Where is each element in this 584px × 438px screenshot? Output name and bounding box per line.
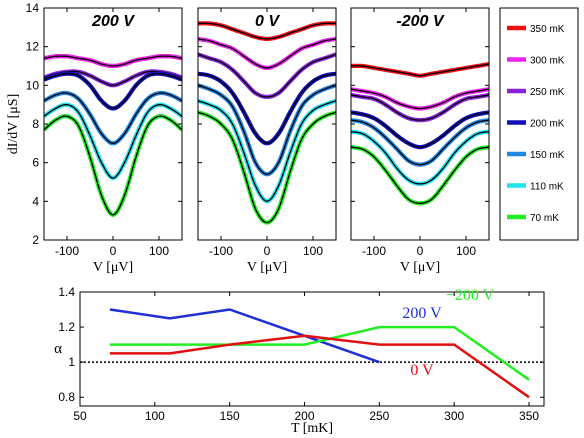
series-label: −200 V [446,287,495,304]
panel-title: 200 V [91,13,135,30]
x-tick-label: 0 [264,244,271,258]
x-tick-label: 50 [73,409,87,423]
panel-title: -200 V [396,13,444,30]
x-tick-label: 100 [303,244,323,258]
legend-label: 250 mK [530,87,565,98]
y-tick-label: 12 [26,40,40,54]
fit-line-3 [351,111,489,148]
fit-line-4 [198,84,336,175]
fit-line-5 [44,103,182,179]
series-line-1 [198,36,336,70]
series-line-6 [198,110,336,225]
fit-line-6 [44,115,182,216]
x-tick-label: 100 [149,244,169,258]
alpha-series-line [109,308,380,364]
fit-line-6 [198,111,336,224]
x-axis-label: V [μV] [400,260,440,275]
fit-line-0 [351,63,489,77]
fit-line-4 [351,119,489,166]
panel-alpha: 200 V−200 V 0 V 50 100 150 200 250 300 350 0.8 1 1.… [54,285,545,436]
legend-label: 150 mK [530,150,565,161]
legend-label: 70 mK [530,213,559,224]
series-label: 200 V [402,305,442,322]
fit-line-3 [44,73,182,110]
y-axis-label: α [54,341,62,357]
panel-2: -100 0 100 -200 V V [μV] [350,7,490,275]
fit-line-2 [198,53,336,98]
legend-label: 350 mK [530,24,565,35]
plot-frame [43,7,183,241]
x-tick-label: 300 [444,409,464,423]
alpha-series-line [109,325,530,381]
series-line-0 [351,62,489,78]
series-label: 0 V [410,362,434,379]
y-tick-label: 4 [32,194,39,208]
legend-label: 110 mK [530,182,564,193]
x-axis-label: V [μV] [247,260,287,275]
legend-label: 200 mK [530,119,565,130]
fit-line-5 [351,131,489,185]
x-tick-label: 100 [456,244,476,258]
x-tick-label: 0 [417,244,424,258]
x-tick-label: 0 [110,244,117,258]
y-tick-label: 1 [68,355,75,369]
fit-line-1 [351,88,489,110]
y-tick-label: 0.8 [58,390,75,404]
x-tick-label: 350 [519,409,539,423]
fit-line-6 [351,146,489,204]
series-line-6 [44,114,182,217]
fit-line-4 [44,92,182,144]
x-tick-label: 200 [295,409,315,423]
fit-line-2 [351,94,489,121]
plot-area [44,54,182,217]
panel-0: -100 0 100 2 4 6 8 10 12 14 200 V V [μV] dI/dV [μS] [6,1,183,275]
legend-label: 300 mK [530,56,565,67]
series-line-1 [44,54,182,69]
x-tick-label: -100 [55,244,79,258]
x-axis-label: V [μV] [93,260,133,275]
panel-title: 0 V [255,13,280,30]
fit-line-3 [198,73,336,144]
plot-frame [79,291,545,407]
y-tick-label: 14 [26,1,40,15]
y-tick-label: 1.4 [58,285,75,299]
x-tick-label: 150 [220,409,240,423]
panel-1: -100 0 100 0 V V [μV] [197,7,337,275]
x-tick-label: 100 [145,409,165,423]
y-tick-label: 1.2 [58,320,75,334]
fit-line-5 [198,100,336,202]
fit-line-1 [198,38,336,69]
fit-line-1 [44,55,182,67]
plot-area [198,21,336,225]
legend: 350 mK 300 mK 250 mK 200 mK 150 mK 110 mK 70 m… [499,7,579,241]
fit-line-0 [198,22,336,40]
y-tick-label: 6 [32,156,39,170]
y-axis-label: dI/dV [μS] [6,94,21,155]
series-line-5 [198,98,336,204]
y-tick-label: 8 [32,117,39,131]
x-axis-label: T [mK] [291,421,333,436]
y-tick-label: 10 [26,78,40,92]
alpha-series-line [109,334,530,399]
x-tick-label: 250 [369,409,389,423]
x-tick-label: -100 [362,244,386,258]
y-tick-label: 2 [32,233,39,247]
x-tick-label: -100 [209,244,233,258]
plot-area [351,62,489,206]
